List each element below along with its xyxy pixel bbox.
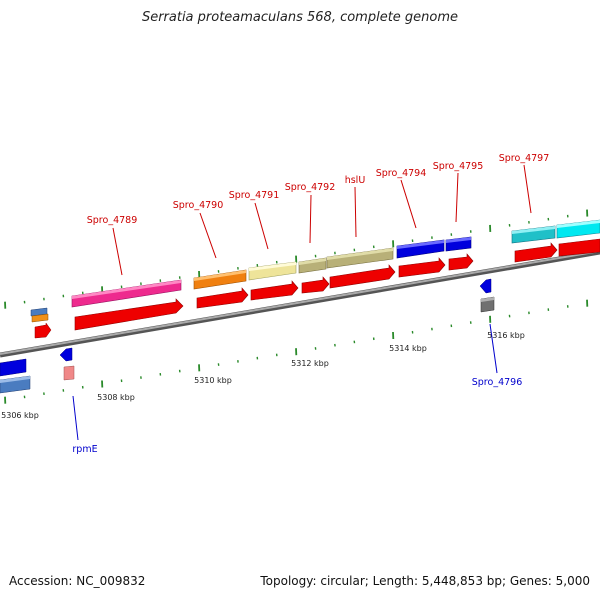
gene-label-spro-4796: Spro_4796 xyxy=(472,377,523,388)
gene-block-spro-4789[interactable] xyxy=(72,280,181,307)
gene-block-left-small[interactable] xyxy=(31,308,48,322)
gene-label-spro-4790: Spro_4790 xyxy=(173,200,224,211)
genome-map: Spro_4789 Spro_4790 Spro_4791 Spro_4792 … xyxy=(0,0,600,600)
tick-label: 5316 kbp xyxy=(487,331,525,340)
forward-cds-arrows xyxy=(35,239,600,338)
gene-label-spro-4791: Spro_4791 xyxy=(229,190,280,201)
axis-tick-labels: 5306 kbp 5308 kbp 5310 kbp 5312 kbp 5314… xyxy=(1,331,525,420)
gene-block-spro-4791[interactable] xyxy=(249,262,296,280)
tick-label: 5306 kbp xyxy=(1,411,39,420)
gene-block-spro-4790[interactable] xyxy=(194,270,246,289)
tick-label: 5308 kbp xyxy=(97,393,135,402)
gene-label-spro-4797: Spro_4797 xyxy=(499,153,550,164)
tick-label: 5310 kbp xyxy=(194,376,232,385)
gene-block-spro-4792[interactable] xyxy=(299,258,326,273)
gene-block-rpme[interactable] xyxy=(60,348,74,380)
tick-label: 5314 kbp xyxy=(389,344,427,353)
gene-label-rpme: rpmE xyxy=(72,444,97,455)
gene-label-spro-4795: Spro_4795 xyxy=(433,161,484,172)
gene-block-spro-4795[interactable] xyxy=(446,237,471,251)
gene-label-spro-4794: Spro_4794 xyxy=(376,168,427,179)
gene-block-spro-4796[interactable] xyxy=(480,279,494,312)
gene-label-hslu: hslU xyxy=(345,175,366,186)
gene-block-spro-4794[interactable] xyxy=(397,240,444,258)
genome-summary-text: Topology: circular; Length: 5,448,853 bp… xyxy=(260,574,590,588)
gene-block-hslu[interactable] xyxy=(327,248,393,268)
gene-label-spro-4792: Spro_4792 xyxy=(285,182,336,193)
gene-label-spro-4789: Spro_4789 xyxy=(87,215,138,226)
gene-block-spro-4797[interactable] xyxy=(512,220,600,243)
gene-block-left-reverse[interactable] xyxy=(0,359,30,393)
forward-gene-blocks xyxy=(31,220,600,322)
accession-text: Accession: NC_009832 xyxy=(9,574,145,588)
tick-label: 5312 kbp xyxy=(291,359,329,368)
